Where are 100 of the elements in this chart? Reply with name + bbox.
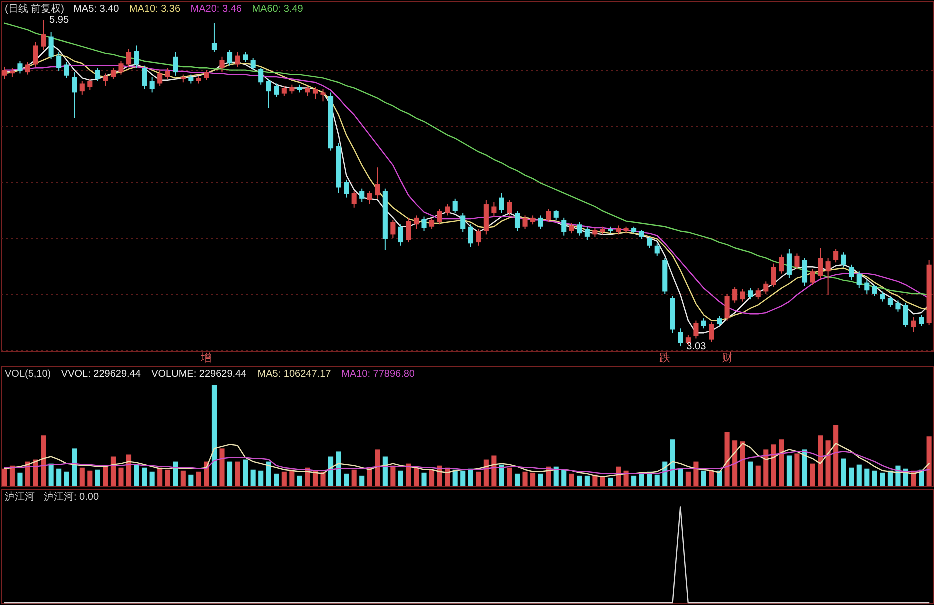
candlestick xyxy=(134,45,140,69)
candlestick xyxy=(398,224,404,246)
text: MA5: 106247.17 xyxy=(258,369,332,380)
bar xyxy=(360,476,365,486)
candlestick xyxy=(320,88,326,102)
bar xyxy=(10,466,15,486)
bar xyxy=(888,470,893,486)
candlestick xyxy=(507,200,512,216)
candlestick xyxy=(250,58,256,71)
candlestick xyxy=(476,228,482,246)
bar xyxy=(670,440,676,486)
bar xyxy=(18,472,23,486)
candlestick xyxy=(243,52,248,63)
bar xyxy=(514,474,520,486)
bar xyxy=(212,385,218,486)
candlestick xyxy=(437,208,442,226)
bar xyxy=(180,470,186,486)
candlestick xyxy=(212,22,218,53)
bar xyxy=(834,425,839,486)
candlestick xyxy=(724,293,730,322)
bar xyxy=(196,472,202,486)
candlestick xyxy=(282,85,287,97)
candlestick xyxy=(422,216,427,232)
bar xyxy=(569,474,574,486)
bar xyxy=(608,478,614,486)
candlestick xyxy=(430,217,435,230)
candlestick xyxy=(856,271,862,289)
bar xyxy=(864,468,870,486)
bar xyxy=(756,466,761,486)
bar xyxy=(584,476,590,486)
bar xyxy=(632,476,637,486)
candlestick xyxy=(445,204,450,216)
bar xyxy=(48,464,54,486)
bar xyxy=(740,442,746,486)
text: MA60: 3.49 xyxy=(252,4,304,15)
bar xyxy=(158,468,163,486)
text: MA10: 77896.80 xyxy=(342,369,416,380)
candlestick xyxy=(647,236,652,249)
bar xyxy=(56,468,62,486)
bar xyxy=(382,456,388,486)
candlestick xyxy=(709,321,714,343)
bar xyxy=(64,472,70,486)
bar xyxy=(732,440,738,486)
candlestick xyxy=(748,288,754,300)
candlestick xyxy=(158,70,163,86)
candlestick xyxy=(173,52,178,76)
bar xyxy=(266,462,272,486)
candlestick xyxy=(352,190,357,208)
bar xyxy=(258,470,264,486)
text: VOLUME: 229629.44 xyxy=(152,369,248,380)
bar xyxy=(826,440,831,486)
bar xyxy=(243,460,248,486)
candlestick xyxy=(864,280,870,294)
bar xyxy=(538,474,544,486)
bar xyxy=(794,454,800,486)
bar xyxy=(110,456,116,486)
candlestick xyxy=(834,248,839,264)
bar xyxy=(103,466,108,486)
candlestick xyxy=(165,68,170,80)
candlestick xyxy=(514,210,520,232)
candlestick xyxy=(118,60,124,76)
candlestick xyxy=(41,20,46,51)
bar xyxy=(654,474,660,486)
bar xyxy=(250,470,256,486)
bar xyxy=(856,464,862,486)
bar xyxy=(173,462,178,486)
bar xyxy=(624,470,629,486)
candlestick xyxy=(266,78,272,109)
bar xyxy=(352,470,357,486)
candlestick xyxy=(786,248,792,279)
candlestick xyxy=(204,70,210,81)
bar xyxy=(530,472,536,486)
bar xyxy=(872,470,878,486)
candlestick xyxy=(367,190,372,206)
bar xyxy=(188,474,194,486)
candlestick xyxy=(344,179,350,198)
candlestick xyxy=(142,65,148,90)
candlestick xyxy=(110,68,116,80)
candlestick xyxy=(880,291,886,302)
candlestick xyxy=(150,76,155,94)
bar xyxy=(118,468,124,486)
bar xyxy=(72,448,78,486)
candlestick xyxy=(810,268,816,286)
candlestick xyxy=(360,188,365,203)
bar xyxy=(150,472,155,486)
bar xyxy=(430,470,435,486)
candlestick xyxy=(2,66,8,80)
bar xyxy=(134,464,140,486)
candlestick xyxy=(406,217,412,244)
candlestick xyxy=(771,263,776,288)
text: MA20: 3.46 xyxy=(190,4,242,15)
candlestick xyxy=(888,296,893,308)
candlestick xyxy=(56,52,62,72)
bar xyxy=(476,472,482,486)
bar xyxy=(802,450,808,486)
bar xyxy=(849,468,854,486)
bar xyxy=(320,472,326,486)
bar xyxy=(577,476,582,486)
candlestick xyxy=(48,32,54,60)
bar xyxy=(748,462,754,486)
